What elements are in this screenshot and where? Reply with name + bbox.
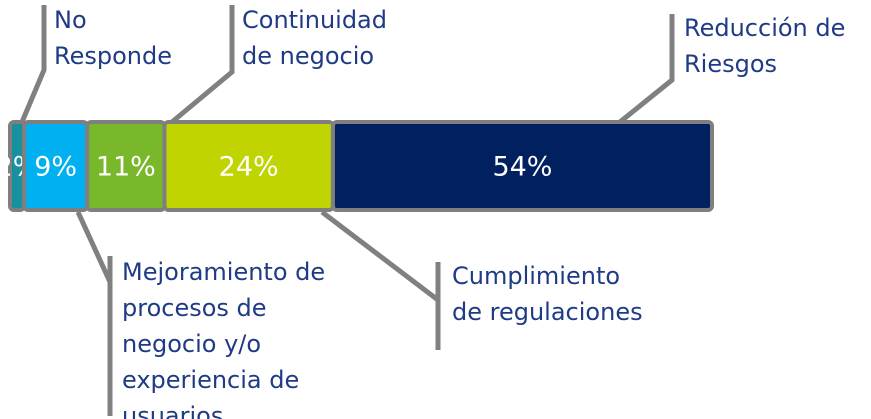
leader-line bbox=[75, 210, 113, 284]
value-label: 9% bbox=[34, 152, 77, 183]
leader-line bbox=[19, 5, 47, 123]
leader-line bbox=[618, 14, 675, 124]
bar-segment bbox=[330, 120, 714, 212]
value-label: 54% bbox=[492, 152, 552, 183]
value-label: 11% bbox=[96, 152, 156, 183]
segment-label: Cumplimiento de regulaciones bbox=[452, 262, 643, 326]
segment-label: Continuidad de negocio bbox=[242, 6, 387, 70]
leader-line bbox=[170, 5, 235, 124]
segment-label: No Responde bbox=[54, 6, 172, 70]
value-label: 24% bbox=[219, 152, 279, 183]
leader-lines bbox=[19, 5, 675, 416]
segment-label: Mejoramiento de procesos de negocio y/o … bbox=[122, 258, 326, 419]
segment-label: Reducción de Riesgos bbox=[684, 14, 846, 78]
leader-line bbox=[320, 210, 440, 302]
